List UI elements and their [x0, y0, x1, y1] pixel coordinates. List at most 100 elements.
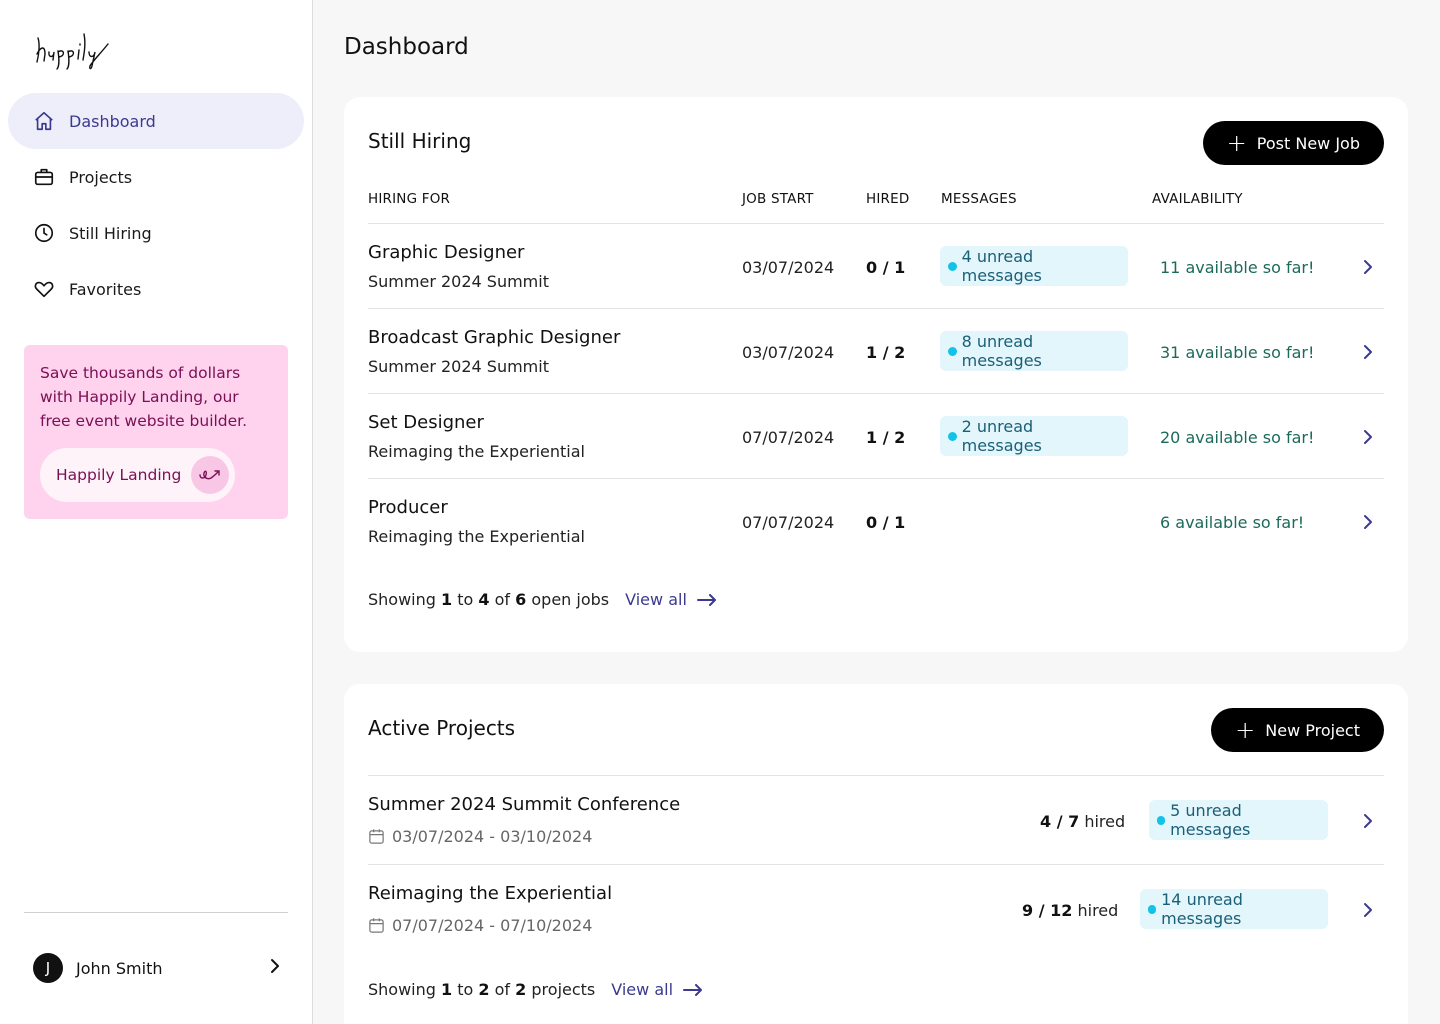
showing-of-word: of — [494, 980, 511, 999]
showing-total: 2 — [515, 980, 527, 999]
chevron-right-icon[interactable] — [1360, 259, 1376, 275]
availability-text: 31 available so far! — [1160, 343, 1315, 362]
table-row[interactable]: Broadcast Graphic Designer Summer 2024 S… — [344, 309, 1408, 394]
sidebar-item-projects[interactable]: Projects — [8, 149, 304, 205]
messages-badge[interactable]: 5 unread messages — [1149, 800, 1328, 840]
column-header-availability[interactable]: AVAILABILITY — [1152, 191, 1243, 207]
column-header-hired[interactable]: HIRED — [866, 191, 910, 207]
job-start-date: 03/07/2024 — [742, 343, 835, 362]
active-projects-title: Active Projects — [368, 716, 516, 740]
job-start-date: 07/07/2024 — [742, 428, 835, 447]
promo-button-label: Happily Landing — [56, 466, 182, 484]
sidebar-item-favorites[interactable]: Favorites — [8, 261, 304, 317]
heart-icon — [32, 277, 56, 301]
chevron-right-icon[interactable] — [1360, 344, 1376, 360]
job-project: Reimaging the Experiential — [368, 527, 585, 546]
jobs-pagination-summary: Showing 1 to 4 of 6 open jobs View all — [368, 590, 717, 609]
sidebar-nav: Dashboard Projects Still Hiring Favorite… — [8, 93, 304, 317]
messages-text: 2 unread messages — [961, 417, 1042, 455]
project-date-range: 07/07/2024 - 07/10/2024 — [392, 916, 593, 935]
column-header-job-start[interactable]: JOB START — [742, 191, 814, 207]
showing-prefix: Showing — [368, 980, 436, 999]
active-projects-card: Active Projects + New Project Summer 202… — [344, 684, 1408, 1024]
showing-prefix: Showing — [368, 590, 436, 609]
messages-badge[interactable]: 8 unread messages — [940, 331, 1128, 371]
project-name: Reimaging the Experiential — [368, 883, 613, 904]
happily-landing-button[interactable]: Happily Landing — [40, 448, 236, 502]
table-row[interactable]: Producer Reimaging the Experiential 07/0… — [344, 479, 1408, 564]
view-all-jobs-link[interactable]: View all — [625, 590, 717, 609]
calendar-icon — [369, 918, 384, 933]
project-hired-suffix: hired — [1084, 812, 1126, 831]
availability-text: 20 available so far! — [1160, 428, 1315, 447]
post-new-job-button[interactable]: + Post New Job — [1202, 121, 1384, 165]
messages-badge[interactable]: 14 unread messages — [1140, 889, 1328, 929]
project-hired-count: 9 / 12 — [1022, 901, 1073, 920]
promo-text: Save thousands of dollars with Happily L… — [40, 364, 248, 430]
user-name: John Smith — [76, 958, 163, 978]
chevron-right-icon — [267, 958, 283, 978]
job-title: Set Designer — [368, 412, 484, 433]
briefcase-icon — [32, 165, 56, 189]
availability-text: 11 available so far! — [1160, 258, 1315, 277]
happily-logo[interactable] — [34, 24, 114, 70]
messages-text: 14 unread messages — [1161, 890, 1243, 928]
messages-text: 8 unread messages — [961, 332, 1042, 370]
unread-dot-icon — [948, 431, 957, 441]
hired-count: 1 / 2 — [866, 343, 906, 362]
project-dates: 07/07/2024 - 07/10/2024 — [368, 916, 592, 935]
new-project-label: New Project — [1265, 720, 1360, 740]
unread-dot-icon — [1157, 815, 1166, 825]
project-row[interactable]: Summer 2024 Summit Conference 03/07/2024… — [344, 776, 1408, 865]
calendar-icon — [369, 829, 384, 844]
column-header-messages[interactable]: MESSAGES — [941, 191, 1017, 207]
chevron-right-icon[interactable] — [1360, 429, 1376, 445]
still-hiring-card: Still Hiring + Post New Job HIRING FOR J… — [344, 97, 1408, 652]
project-dates: 03/07/2024 - 03/10/2024 — [368, 827, 592, 846]
messages-text: 5 unread messages — [1170, 801, 1251, 839]
messages-badge[interactable]: 2 unread messages — [940, 416, 1128, 456]
showing-suffix: open jobs — [531, 590, 610, 609]
job-project: Summer 2024 Summit — [368, 357, 549, 376]
sidebar-item-label: Still Hiring — [69, 223, 152, 243]
table-divider — [368, 393, 1384, 394]
job-title: Producer — [368, 497, 448, 518]
job-project: Reimaging the Experiential — [368, 442, 585, 461]
table-row[interactable]: Set Designer Reimaging the Experiential … — [344, 394, 1408, 479]
projects-pagination-summary: Showing 1 to 2 of 2 projects View all — [368, 980, 703, 999]
chevron-right-icon[interactable] — [1360, 514, 1376, 530]
project-hired-count: 4 / 7 — [1040, 812, 1080, 831]
view-all-label: View all — [611, 980, 674, 999]
post-new-job-label: Post New Job — [1256, 133, 1360, 153]
arrow-right-icon — [683, 983, 703, 996]
job-title: Broadcast Graphic Designer — [368, 327, 621, 348]
sidebar-item-dashboard[interactable]: Dashboard — [8, 93, 304, 149]
messages-badge[interactable]: 4 unread messages — [940, 246, 1128, 286]
showing-suffix: projects — [531, 980, 596, 999]
table-divider — [368, 478, 1384, 479]
showing-to: 2 — [478, 980, 490, 999]
clock-icon — [32, 221, 56, 245]
project-date-range: 03/07/2024 - 03/10/2024 — [392, 827, 593, 846]
availability-text: 6 available so far! — [1160, 513, 1305, 532]
column-header-hiring-for[interactable]: HIRING FOR — [368, 191, 451, 207]
avatar: J — [33, 953, 63, 983]
showing-of-word: of — [494, 590, 511, 609]
landing-arrow-icon — [191, 456, 230, 494]
showing-to: 4 — [478, 590, 490, 609]
showing-to-word: to — [457, 980, 474, 999]
showing-to-word: to — [457, 590, 474, 609]
job-project: Summer 2024 Summit — [368, 272, 549, 291]
unread-dot-icon — [948, 261, 957, 271]
sidebar-item-label: Projects — [69, 167, 133, 187]
sidebar-item-still-hiring[interactable]: Still Hiring — [8, 205, 304, 261]
view-all-projects-link[interactable]: View all — [611, 980, 703, 999]
user-menu[interactable]: J John Smith — [33, 952, 283, 984]
chevron-right-icon[interactable] — [1360, 813, 1376, 829]
project-row[interactable]: Reimaging the Experiential 07/07/2024 - … — [344, 865, 1408, 954]
table-row[interactable]: Graphic Designer Summer 2024 Summit 03/0… — [344, 224, 1408, 309]
new-project-button[interactable]: + New Project — [1211, 708, 1384, 752]
home-icon — [32, 109, 56, 133]
hired-count: 0 / 1 — [866, 258, 906, 277]
chevron-right-icon[interactable] — [1360, 902, 1376, 918]
